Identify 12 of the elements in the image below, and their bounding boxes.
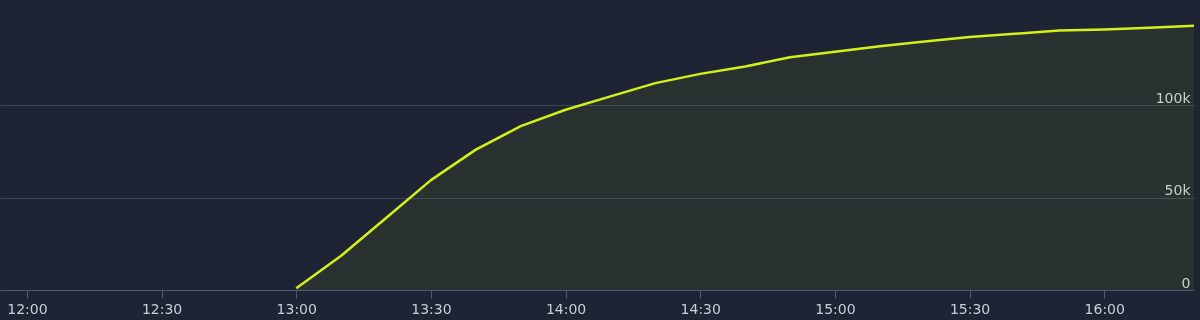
x-tick-label: 14:00 [545,300,587,317]
x-tick-label: 13:30 [411,300,452,317]
y-tick-label: 50k [1164,182,1192,199]
x-tick-label: 15:00 [815,300,856,317]
x-tick-label: 12:00 [7,300,48,317]
x-tick-label: 12:30 [141,300,183,317]
x-tick-label: 14:30 [680,300,721,317]
y-tick-label: 0 [1181,274,1191,291]
y-tick-label: 100k [1155,89,1192,106]
x-tick-label: 15:30 [949,300,991,317]
x-tick-label: 13:00 [276,300,317,317]
x-tick-label: 16:00 [1084,300,1125,317]
